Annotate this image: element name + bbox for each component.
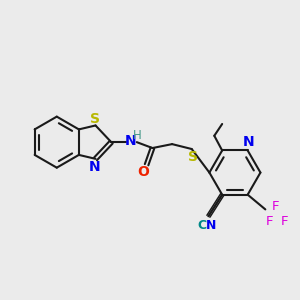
Text: S: S (90, 112, 100, 126)
Text: S: S (188, 150, 198, 164)
Text: N: N (89, 160, 100, 174)
Text: N: N (206, 219, 217, 232)
Text: C: C (197, 219, 206, 232)
Text: F: F (272, 200, 279, 213)
Text: F: F (266, 215, 273, 228)
Text: F: F (281, 215, 289, 228)
Text: N: N (243, 135, 254, 148)
Text: H: H (134, 129, 142, 142)
Text: N: N (125, 134, 137, 148)
Text: O: O (138, 165, 150, 178)
